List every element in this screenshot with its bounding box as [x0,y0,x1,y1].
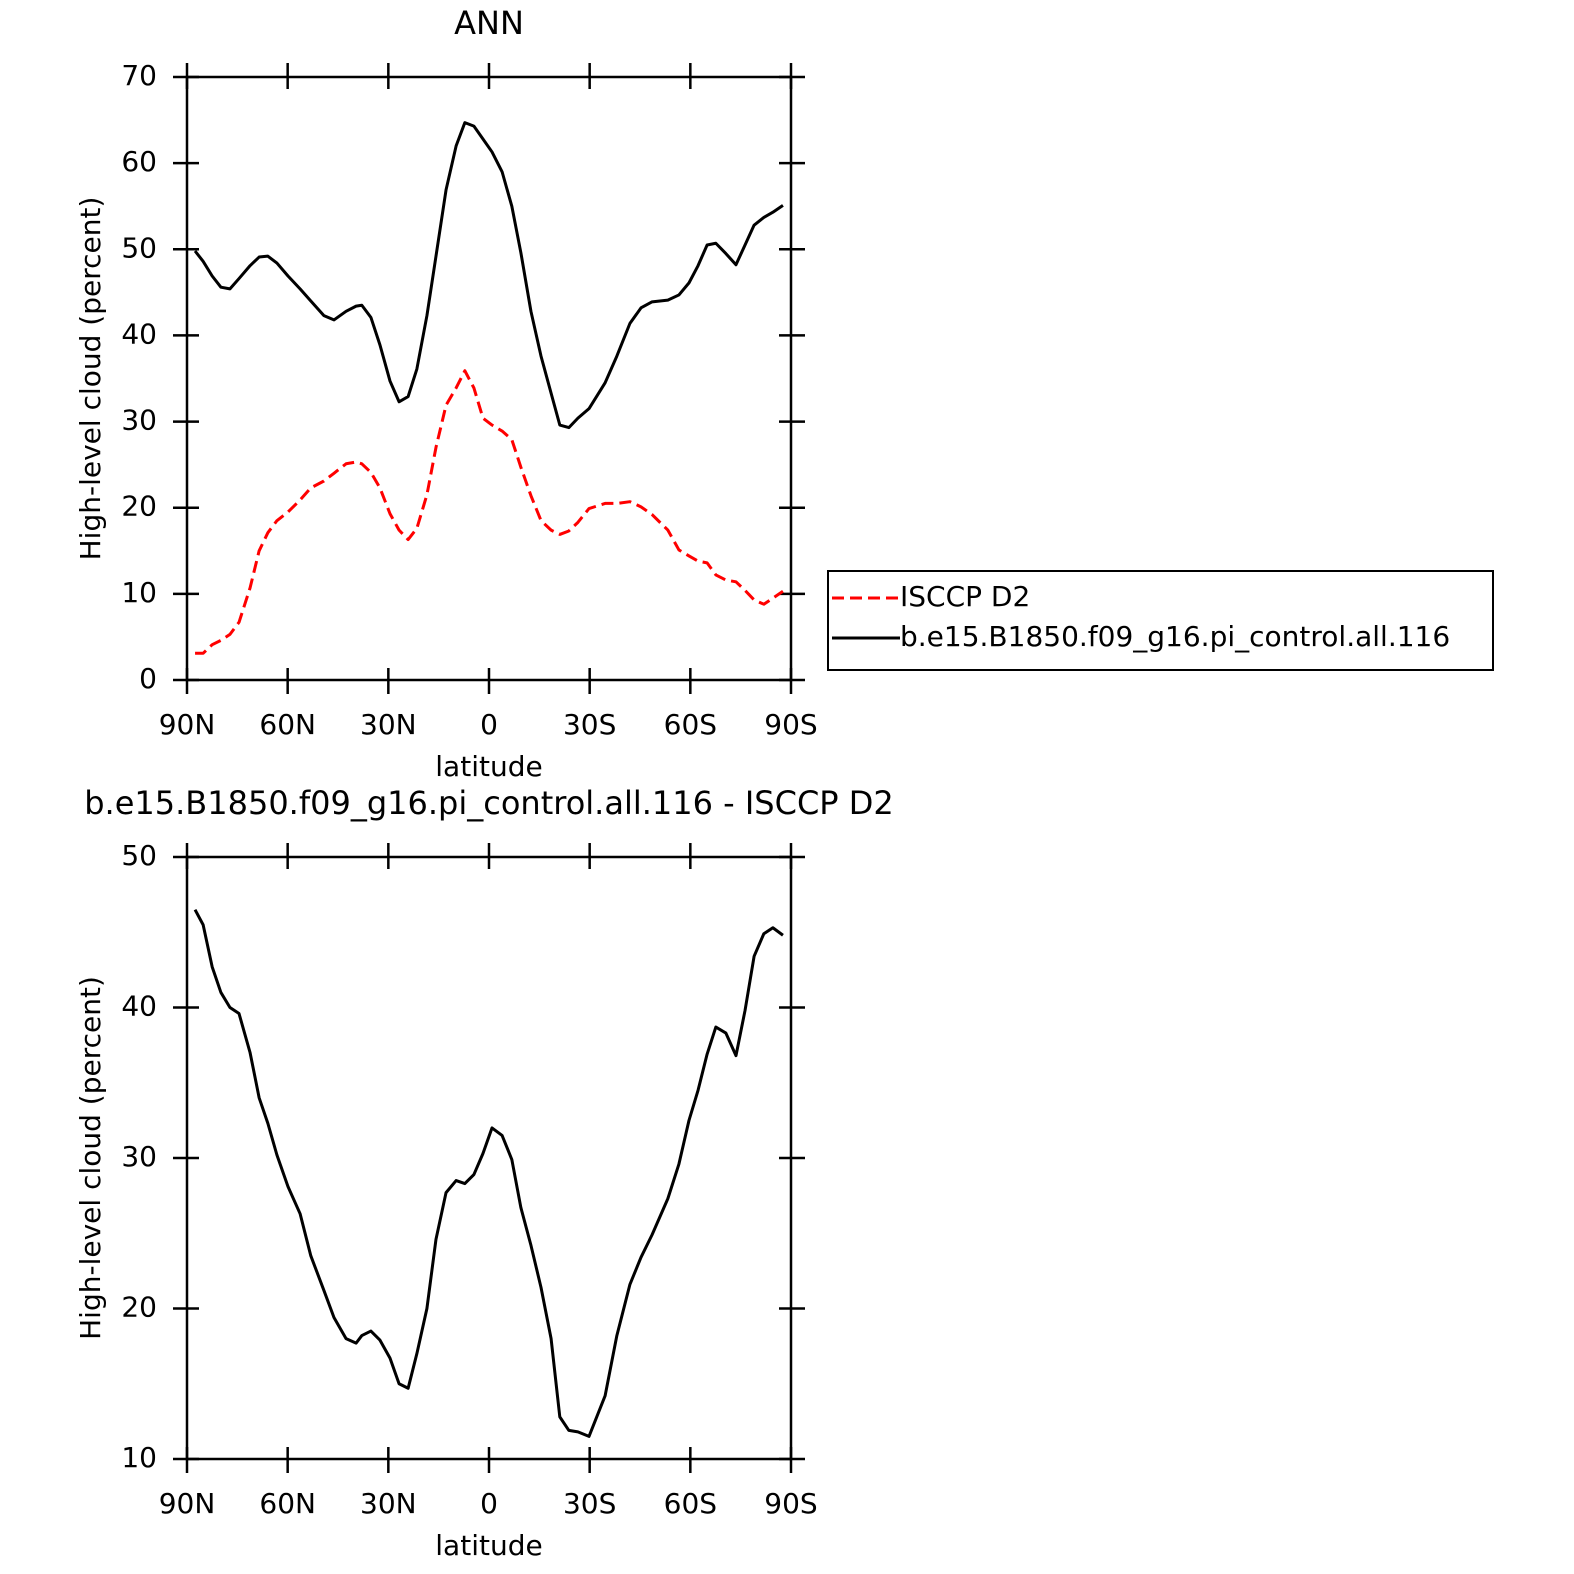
y-tick-label: 10 [121,1441,157,1474]
chart-title: b.e15.B1850.f09_g16.pi_control.all.116 -… [84,784,894,822]
x-tick-label: 60N [259,708,316,741]
legend-box [827,570,1494,671]
x-tick-label: 0 [480,708,498,741]
chart-title: ANN [454,4,524,42]
x-tick-label: 90S [764,1487,817,1520]
x-tick-label: 90S [764,708,817,741]
x-axis-label: latitude [435,750,542,783]
x-tick-label: 60N [259,1487,316,1520]
legend-label: b.e15.B1850.f09_g16.pi_control.all.116 [900,620,1450,653]
y-tick-label: 30 [121,1140,157,1173]
y-tick-label: 0 [139,662,157,695]
x-tick-label: 60S [664,1487,717,1520]
plot-frame [185,75,793,682]
y-tick-label: 30 [121,404,157,437]
x-tick-label: 30N [360,1487,417,1520]
x-axis-label: latitude [435,1529,542,1562]
x-tick-label: 30N [360,708,417,741]
y-tick-label: 50 [121,231,157,264]
y-tick-label: 10 [121,576,157,609]
legend-label: ISCCP D2 [900,580,1030,613]
x-tick-label: 60S [664,708,717,741]
data-line [195,369,784,655]
y-tick-label: 70 [121,59,157,92]
x-tick-label: 90N [159,708,216,741]
y-tick-label: 20 [121,490,157,523]
data-line [193,121,784,430]
y-axis-label: High-level cloud (percent) [74,197,107,561]
x-tick-label: 90N [159,1487,216,1520]
y-tick-label: 50 [121,839,157,872]
y-axis-label: High-level cloud (percent) [74,976,107,1340]
x-tick-label: 0 [480,1487,498,1520]
y-tick-label: 40 [121,317,157,350]
y-tick-label: 20 [121,1291,157,1324]
y-tick-label: 60 [121,145,157,178]
x-tick-label: 30S [563,1487,616,1520]
data-line [193,908,784,1438]
x-tick-label: 30S [563,708,616,741]
y-tick-label: 40 [121,990,157,1023]
